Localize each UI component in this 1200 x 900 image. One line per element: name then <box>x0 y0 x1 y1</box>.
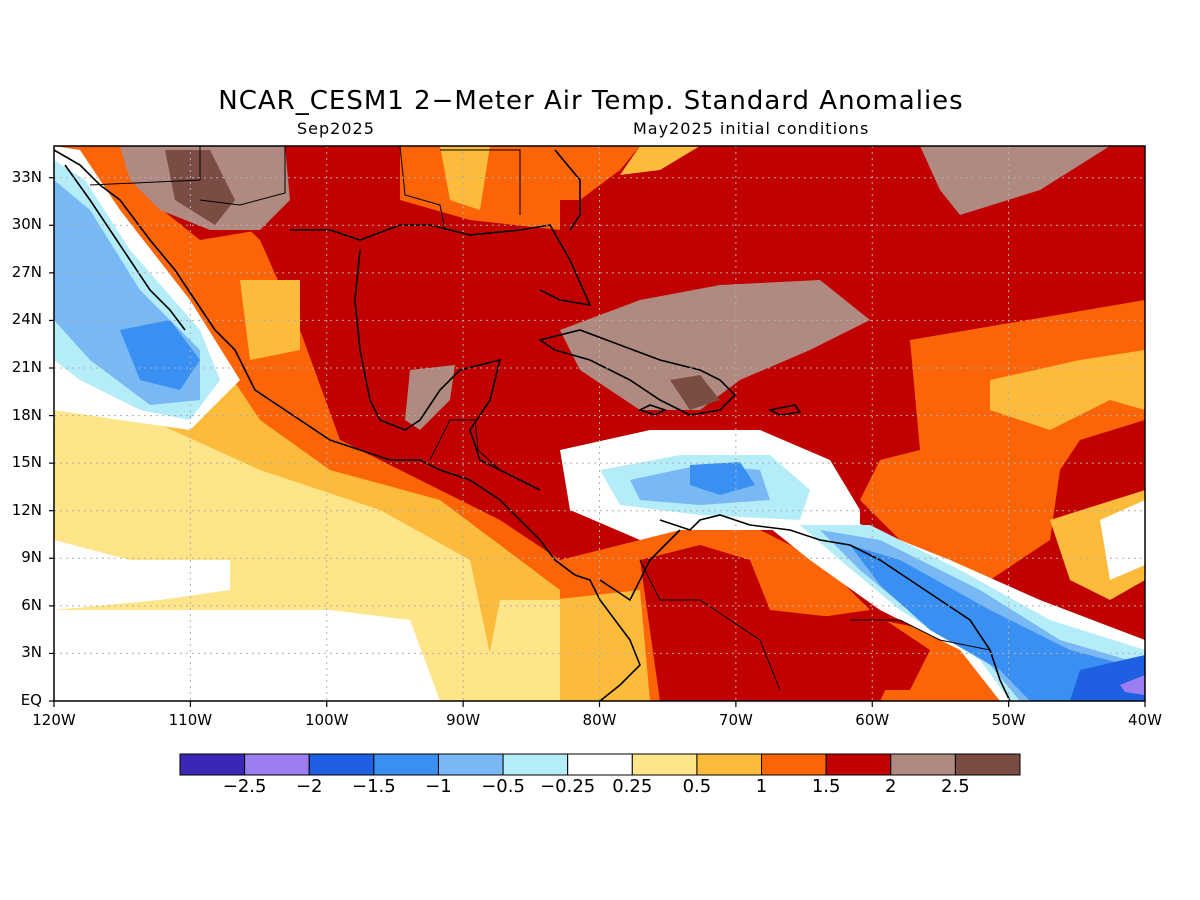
chart-title: NCAR_CESM1 2−Meter Air Temp. Standard An… <box>218 86 964 116</box>
region-pacific-white-south <box>54 610 440 701</box>
us-atlantic-coast <box>554 149 581 231</box>
colorbar-label: −1.5 <box>351 776 396 797</box>
colorbar-label: 2.5 <box>941 776 970 797</box>
region-hispaniola-darkbrown <box>670 375 720 410</box>
region-atlantic-amber-north <box>620 146 700 175</box>
colorbar-label: −2.5 <box>222 776 267 797</box>
region-pacific-coast-yellow <box>480 600 560 701</box>
cuba-hispaniola <box>538 329 737 416</box>
colorbar-swatch <box>437 753 504 776</box>
colombia-coast <box>599 529 681 602</box>
colorbar-label: 1 <box>755 776 768 797</box>
colorbar-label: −0.5 <box>481 776 525 797</box>
region-gulf-red <box>320 230 560 440</box>
colorbar-swatch <box>373 753 439 776</box>
region-caribbean-brown <box>560 280 870 410</box>
region-southwest-darkbrown <box>165 150 235 225</box>
lon-label: 120W <box>32 711 76 729</box>
region-us-amber <box>440 146 490 210</box>
colorbar-label: −2 <box>295 776 323 797</box>
colorbar-swatch <box>825 753 892 776</box>
lon-label: 90W <box>446 711 481 729</box>
borders <box>89 145 991 691</box>
baja-peninsula <box>64 164 186 331</box>
lat-label: 12N <box>11 500 42 519</box>
colorbar-swatch <box>696 753 763 776</box>
colorbar-swatch <box>890 753 956 776</box>
colorbar-swatch <box>954 753 1021 776</box>
lat-label: 9N <box>21 548 42 567</box>
colorbar-swatch <box>308 753 375 776</box>
colorbar-label: 2 <box>885 776 897 797</box>
puerto-rico <box>767 404 802 416</box>
guiana-borders <box>850 619 991 651</box>
lat-label: 15N <box>11 453 42 472</box>
pacific-coastline <box>53 149 641 702</box>
south-america-north-coast <box>659 514 1011 702</box>
lat-label: 18N <box>11 405 42 424</box>
jamaica <box>637 404 668 416</box>
central-america-borders <box>429 419 501 471</box>
colorbar-swatch <box>567 753 633 776</box>
lon-label: 80W <box>582 711 617 729</box>
colorbar-swatch <box>761 753 827 776</box>
colorbar-label: 1.5 <box>811 776 841 797</box>
gulf-mexico-coast <box>354 249 541 491</box>
lat-label: 6N <box>21 595 42 614</box>
region-yucatan-brown <box>405 365 455 430</box>
gulf-north-coast <box>290 224 592 307</box>
us-state-lines-2 <box>440 149 521 215</box>
region-pacific-white <box>54 540 230 610</box>
lon-label: 40W <box>1128 711 1162 729</box>
lat-label: 30N <box>11 215 42 234</box>
region-atlantic-white-se <box>1100 500 1145 580</box>
region-atlantic-amber-east <box>990 350 1145 430</box>
lon-label: 50W <box>991 711 1026 729</box>
lon-label: 110W <box>168 711 213 729</box>
colorbar-label: −0.25 <box>540 776 596 797</box>
colorbar-label: 0.5 <box>682 776 712 797</box>
lon-label: 70W <box>718 711 753 729</box>
us-state-lines <box>399 145 446 231</box>
graticule <box>54 146 1145 701</box>
lat-label: 33N <box>11 167 42 186</box>
lon-label: 60W <box>855 711 890 729</box>
colorbar-swatch <box>179 753 246 776</box>
colorbar-label: −1 <box>425 776 452 797</box>
region-caribbean-blue <box>690 462 755 495</box>
region-coastal-purple <box>1120 675 1145 695</box>
region-atlantic-brown <box>920 146 1110 215</box>
colombia-venezuela-border <box>639 559 781 691</box>
region-baja-blue <box>120 320 200 390</box>
region-guiana-red <box>800 610 930 690</box>
initial-conditions: May2025 initial conditions <box>633 119 870 138</box>
forecast-month: Sep2025 <box>297 119 375 138</box>
us-mexico-border-east <box>199 146 286 206</box>
us-mexico-border-west <box>89 146 201 186</box>
colorbar-swatch <box>244 753 310 776</box>
colorbar-swatch <box>502 753 569 776</box>
lat-label: 24N <box>11 310 42 329</box>
lat-label: EQ <box>20 691 42 709</box>
axis-ticks <box>49 177 1146 707</box>
colorbar <box>179 753 1021 776</box>
colorbar-swatch <box>631 753 698 776</box>
lon-label: 100W <box>305 711 349 729</box>
region-coastal-blue <box>850 545 1145 701</box>
lat-label: 21N <box>11 358 42 376</box>
coastlines <box>53 149 1011 702</box>
region-southeast-orange <box>540 146 640 200</box>
lat-label: 27N <box>11 262 42 281</box>
lat-label: 3N <box>21 643 42 662</box>
colorbar-label: 0.25 <box>612 776 653 797</box>
